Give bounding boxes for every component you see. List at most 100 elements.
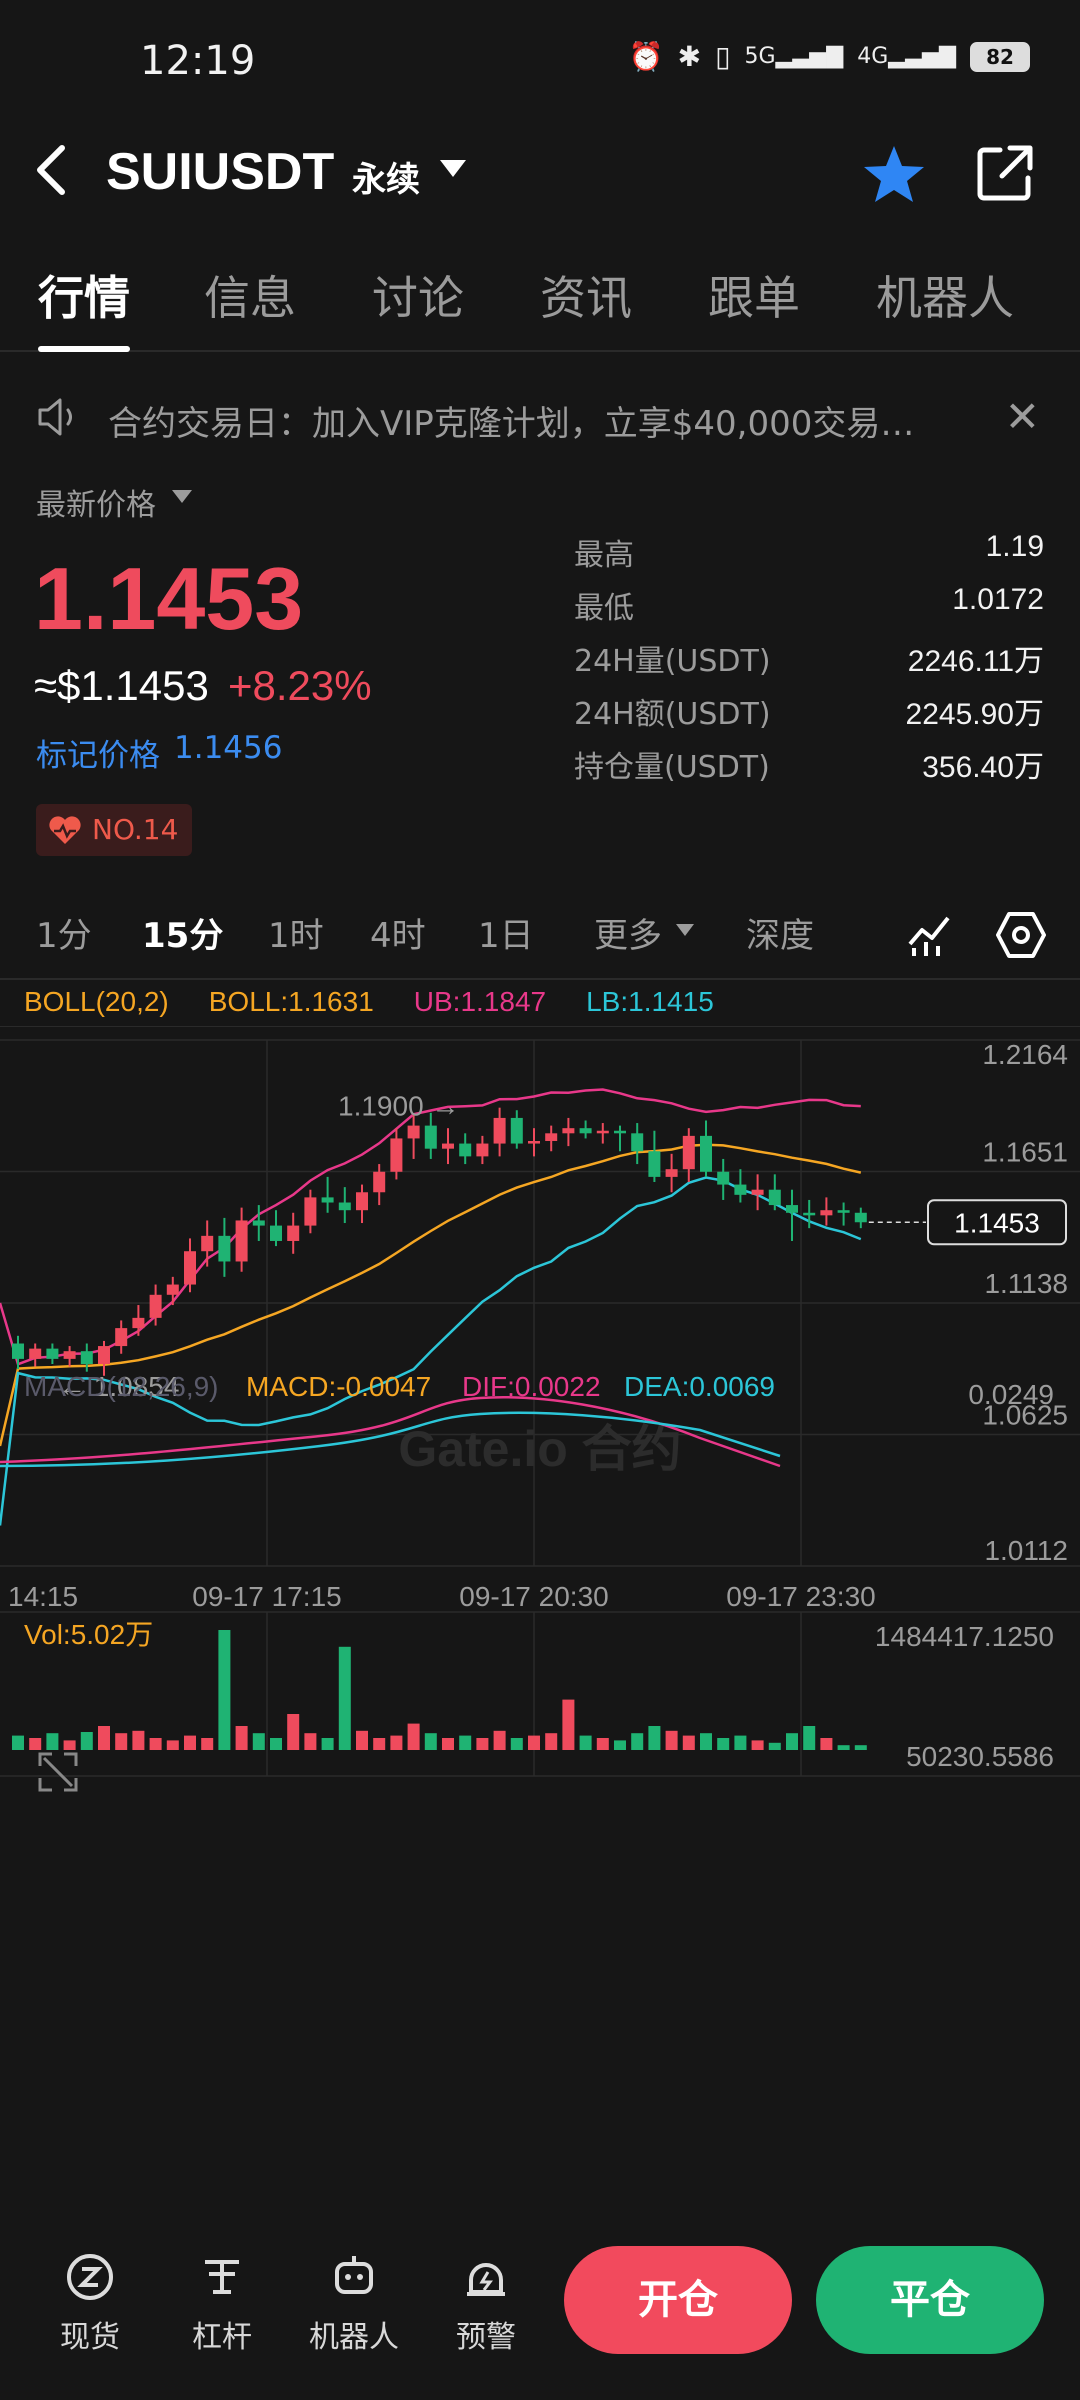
chevron-down-icon[interactable]: [172, 490, 192, 503]
more-caret-icon[interactable]: [676, 924, 694, 936]
favorite-star-icon[interactable]: [862, 142, 926, 206]
tab-discussion[interactable]: 讨论: [372, 271, 464, 325]
interval-1d[interactable]: 1日: [478, 916, 534, 956]
current-price-tag: 1.1453: [954, 1207, 1040, 1238]
vibrate-icon: ▯: [715, 40, 731, 73]
open-position-button[interactable]: 开仓: [564, 2246, 792, 2354]
spot-button[interactable]: 现货: [40, 2252, 140, 2356]
tab-info[interactable]: 信息: [204, 271, 296, 325]
back-arrow-icon[interactable]: [30, 140, 74, 200]
contract-type[interactable]: 永续: [352, 160, 420, 200]
candle-body: [562, 1128, 575, 1134]
stats-panel: 最高 1.19 最低 1.0172 24H量(USDT) 2246.11万 24H额(…: [574, 530, 1044, 795]
candle-body: [854, 1212, 867, 1223]
candle-body: [166, 1284, 179, 1295]
volume-bar: [528, 1735, 540, 1750]
candle-body: [235, 1220, 248, 1262]
candle-body: [46, 1348, 59, 1359]
volume-label: Vol:5.02万: [24, 1619, 153, 1650]
candle-body: [218, 1235, 231, 1262]
volume-bar: [442, 1738, 454, 1750]
interval-4h[interactable]: 4时: [370, 916, 426, 956]
candle-body: [287, 1225, 300, 1241]
volume-bar: [149, 1738, 162, 1750]
candle-body: [493, 1117, 506, 1144]
speaker-icon: [38, 398, 72, 436]
price-axis-label: 1.1138: [984, 1268, 1068, 1299]
bluetooth-icon: ✱: [677, 40, 702, 73]
candle-body: [201, 1235, 214, 1252]
volume-bar: [510, 1738, 523, 1750]
candle-body: [80, 1351, 93, 1365]
volume-bar: [562, 1699, 575, 1750]
status-time: 12:19: [140, 38, 256, 84]
interval-15m[interactable]: 15分: [142, 916, 224, 956]
depth-tab[interactable]: 深度: [746, 916, 814, 956]
tab-bot[interactable]: 机器人: [876, 271, 1014, 325]
volume-bar: [338, 1646, 351, 1750]
close-icon[interactable]: ✕: [1004, 392, 1040, 441]
tab-news[interactable]: 资讯: [540, 271, 632, 325]
pair-symbol[interactable]: SUIUSDT: [106, 143, 335, 201]
alarm-bell-icon: [467, 2263, 505, 2296]
candle-body: [356, 1192, 368, 1211]
close-position-button[interactable]: 平仓: [816, 2246, 1044, 2354]
candle-body: [115, 1328, 128, 1347]
share-icon[interactable]: [974, 142, 1036, 204]
fullscreen-expand-icon[interactable]: [38, 1752, 78, 1792]
stat-value: 1.19: [985, 530, 1044, 563]
tab-copy-trading[interactable]: 跟单: [708, 271, 800, 325]
candle-body: [768, 1189, 781, 1206]
time-axis-label: 14:15: [8, 1581, 78, 1612]
interval-1h[interactable]: 1时: [268, 916, 324, 956]
volume-bar: [304, 1733, 317, 1750]
current-price-tag-box: [927, 1199, 1067, 1246]
boll-name: BOLL(20,2): [24, 986, 169, 1017]
interval-more[interactable]: 更多: [594, 916, 662, 956]
interval-1m[interactable]: 1分: [36, 916, 92, 956]
settings-hexagon-icon[interactable]: [996, 910, 1046, 960]
stat-row-high: 最高 1.19: [574, 530, 1044, 583]
leverage-button[interactable]: 杠杆: [172, 2252, 272, 2356]
bot-button[interactable]: 机器人: [304, 2252, 404, 2356]
volume-bar: [356, 1730, 368, 1750]
volume-bar: [682, 1735, 695, 1750]
macd-dif-line: [0, 1396, 781, 1468]
macd-dea-line: [0, 1411, 781, 1468]
pair-dropdown-caret-icon[interactable]: [440, 160, 466, 177]
stat-label: 最低: [574, 591, 634, 626]
volume-bar: [424, 1733, 437, 1750]
low-marker: ← 1.0854: [58, 1371, 179, 1402]
price-axis-label: 1.0112: [984, 1535, 1068, 1566]
candle-body: [682, 1135, 695, 1170]
volume-bar: [493, 1730, 506, 1750]
mark-price-label: 标记价格: [36, 738, 160, 774]
candle-body: [476, 1143, 489, 1157]
candle-body: [63, 1351, 76, 1359]
notice-text[interactable]: 合约交易日：加入VIP克隆计划，立享$40,000交易…: [108, 404, 915, 444]
stat-value: 2246.11万: [907, 645, 1044, 678]
latest-price-label[interactable]: 最新价格: [36, 488, 156, 523]
volume-bar: [252, 1733, 265, 1750]
boll-legend: BOLL(20,2) BOLL:1.1631 UB:1.1847 LB:1.14…: [24, 986, 714, 1018]
alert-label: 预警: [456, 2320, 516, 2355]
alert-button[interactable]: 预警: [436, 2252, 536, 2356]
status-icons: ⏰ ✱ ▯ 5G▂▃▅▇ 4G▂▃▅▇ 82: [629, 40, 1030, 73]
candle-body: [665, 1169, 678, 1177]
spot-icon: [67, 2254, 113, 2300]
volume-bar: [545, 1733, 558, 1750]
indicator-icon[interactable]: [906, 912, 952, 958]
kline-chart[interactable]: Gate.io 合约 1.2164 1.1651 1.1138 1.0625 1.011…: [0, 1026, 1080, 2200]
tab-market[interactable]: 行情: [38, 271, 130, 325]
volume-bar: [751, 1740, 764, 1750]
notice-banner[interactable]: 合约交易日：加入VIP克隆计划，立享$40,000交易… ✕: [0, 382, 1080, 452]
macd-legend-text: MACD(12,26,9): [24, 1371, 219, 1402]
candle-body: [648, 1151, 661, 1177]
interval-bar: 1分 15分 1时 4时 1日 更多 深度: [0, 900, 1080, 980]
mark-price-value: 1.1456: [174, 730, 283, 766]
volume-bar: [287, 1714, 300, 1750]
candle-body: [579, 1128, 592, 1134]
candle-body: [596, 1130, 609, 1134]
boll-mid-line: [0, 1143, 862, 1447]
rank-badge[interactable]: NO.14: [36, 804, 193, 856]
